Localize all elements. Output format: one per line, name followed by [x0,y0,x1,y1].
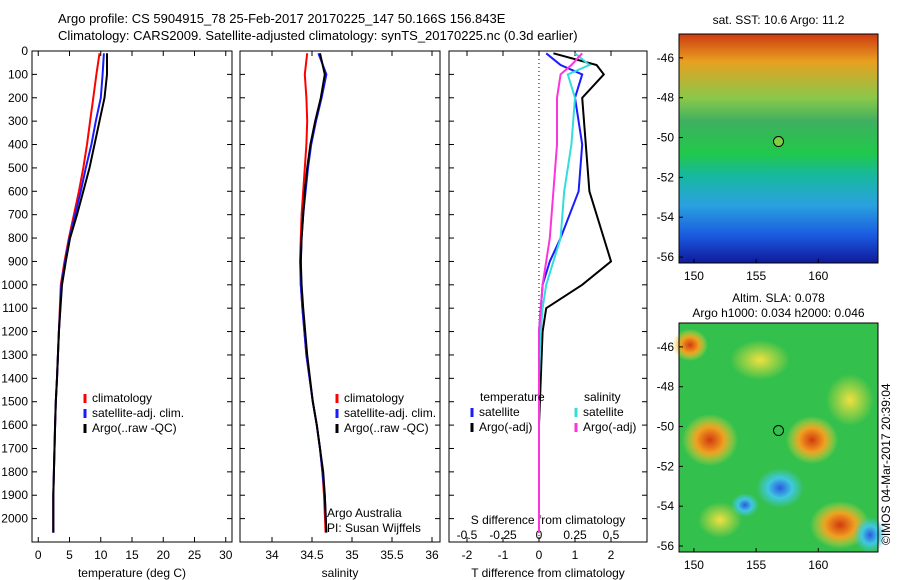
map-y-tick-label: -50 [657,131,675,145]
map-y-tick-label: -48 [657,380,675,394]
map-y-tick-label: -54 [657,210,675,224]
y-tick-label: 600 [8,184,28,198]
series-line [299,53,328,533]
map-title: sat. SST: 10.6 Argo: 11.2 [713,13,845,27]
x-tick-label: 34 [265,548,279,562]
x-tick-label: 0 [536,548,543,562]
x-tick-label: 5 [66,548,73,562]
map-x-tick-label: 150 [684,558,704,572]
y-tick-label: 1700 [1,441,28,455]
x-tick-label: 35.5 [380,548,404,562]
map-x-tick-label: 155 [746,558,766,572]
x-tick-label: 2 [608,548,615,562]
panel-frame [448,50,648,543]
legend-item: Argo(-adj) [583,420,636,434]
y-tick-label: 1200 [1,325,28,339]
header-line-2: Climatology: CARS2009. Satellite-adjuste… [58,28,578,43]
map-y-tick-label: -48 [657,91,675,105]
series-line [52,53,108,533]
argo-position-marker [773,136,784,148]
header-line-1: Argo profile: CS 5904915_78 25-Feb-2017 … [58,11,506,26]
legend-item: Argo(..raw -QC) [344,421,429,435]
top-tick-label: -0.25 [489,528,517,542]
y-tick-label: 1300 [1,348,28,362]
legend-group-title: salinity [584,390,621,404]
map-y-tick-label: -52 [657,459,675,473]
y-tick-label: 400 [8,138,28,152]
x-tick-label: -1 [498,548,509,562]
x-axis-label: temperature (deg C) [78,566,186,580]
x-tick-label: 10 [94,548,108,562]
y-tick-label: 900 [8,254,28,268]
y-tick-label: 300 [8,114,28,128]
map-x-tick-label: 160 [808,558,828,572]
map-title: Altim. SLA: 0.078 [732,291,825,305]
legend-item: satellite-adj. clim. [92,406,184,420]
map-y-tick-label: -46 [657,51,675,65]
top-tick-label: 0.5 [603,528,620,542]
y-tick-label: 1600 [1,418,28,432]
y-tick-label: 1800 [1,465,28,479]
x-tick-label: -2 [462,548,473,562]
map-y-tick-label: -46 [657,340,675,354]
map-x-tick-label: 160 [808,269,828,283]
y-tick-label: 1500 [1,395,28,409]
map-x-tick-label: 155 [746,269,766,283]
legend-item: satellite [479,405,520,419]
sst-map-image [679,34,878,263]
legend-item: climatology [92,391,152,405]
annotation-line: Argo Australia [327,506,402,520]
y-tick-label: 200 [8,91,28,105]
argo-position-marker [773,425,784,437]
y-tick-label: 1900 [1,488,28,502]
y-tick-label: 1100 [2,301,28,315]
legend-item: satellite [583,405,624,419]
x-tick-label: 36 [425,548,439,562]
legend-item: satellite-adj. clim. [344,406,436,420]
x-tick-label: 15 [125,548,139,562]
y-tick-label: 1000 [1,278,28,292]
y-tick-label: 2000 [1,512,28,526]
y-tick-label: 0 [21,44,28,58]
y-tick-label: 700 [8,208,28,222]
top-axis-label: S difference from climatology [471,513,626,527]
y-tick-label: 1400 [1,371,28,385]
x-tick-label: 1 [572,548,579,562]
x-tick-label: 34.5 [300,548,324,562]
top-tick-label: 0.25 [563,528,587,542]
legend-item: Argo(..raw -QC) [92,421,177,435]
credit-text: ©IMOS 04-Mar-2017 20:39:04 [879,383,893,545]
x-tick-label: 30 [219,548,233,562]
y-tick-label: 500 [8,161,28,175]
map-y-tick-label: -56 [657,539,675,553]
legend-item: climatology [344,391,404,405]
x-tick-label: 25 [188,548,202,562]
legend-group-title: temperature [480,390,545,404]
map-y-tick-label: -54 [657,499,675,513]
x-tick-label: 35 [345,548,359,562]
map-y-tick-label: -56 [657,250,675,264]
panel-frame [31,50,233,543]
x-tick-label: 0 [35,548,42,562]
x-axis-label: salinity [322,566,359,580]
y-tick-label: 100 [8,67,28,81]
top-tick-label: -0.5 [457,528,478,542]
series-line [538,52,583,533]
map-title: Argo h1000: 0.034 h2000: 0.046 [692,306,864,320]
x-tick-label: 20 [157,548,171,562]
annotation-line: PI: Susan Wijffels [327,521,421,535]
y-tick-label: 800 [8,231,28,245]
legend-item: Argo(-adj) [479,420,532,434]
map-y-tick-label: -52 [657,170,675,184]
top-tick-label: 0 [536,528,543,542]
map-y-tick-label: -50 [657,420,675,434]
x-axis-label: T difference from climatology [471,566,625,580]
panel-frame [239,50,441,543]
map-x-tick-label: 150 [684,269,704,283]
